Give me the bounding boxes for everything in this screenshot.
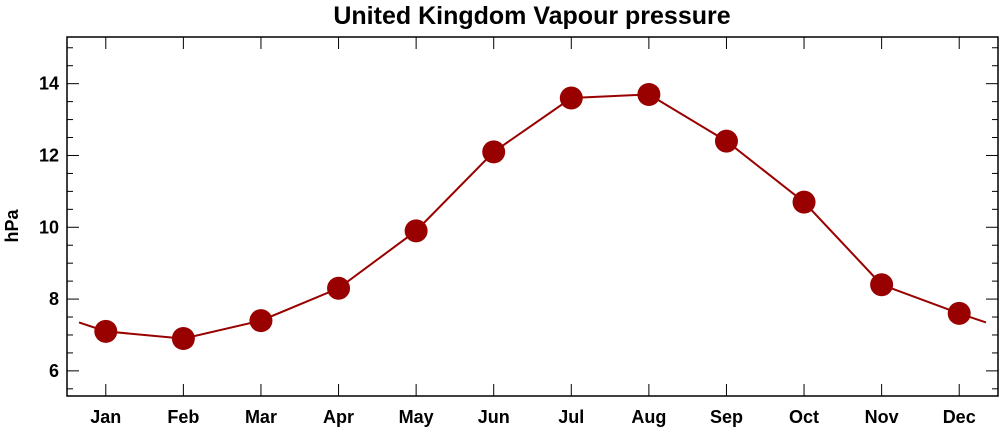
x-tick-label-apr: Apr [323,407,354,427]
x-tick-label-sep: Sep [710,407,743,427]
x-tick-label-nov: Nov [865,407,899,427]
x-tick-label-jan: Jan [90,407,121,427]
x-tick-label-jul: Jul [558,407,584,427]
x-tick-label-mar: Mar [245,407,277,427]
data-point-mar [249,309,273,333]
series-vapour-pressure [78,82,987,351]
x-tick-labels: Jan Feb Mar Apr May Jun Jul Aug Sep Oct Nov Dec [90,407,975,427]
y-tick-label-10: 10 [39,217,59,237]
data-point-dec [947,301,971,325]
y-axis-label: hPa [2,209,22,243]
x-tick-label-feb: Feb [167,407,199,427]
y-tick-label-12: 12 [39,145,59,165]
y-tick-label-14: 14 [39,74,59,94]
x-tick-label-jun: Jun [478,407,510,427]
data-point-jul [559,86,583,110]
data-point-jun [482,140,506,164]
data-point-sep [714,129,738,153]
x-tick-label-dec: Dec [943,407,976,427]
plot-area-frame [66,36,999,397]
y-tick-label-8: 8 [49,289,59,309]
data-point-oct [792,190,816,214]
y-tick-labels: 6 8 10 12 14 [39,74,59,381]
data-point-feb [171,327,195,351]
axis-ticks [67,37,998,396]
y-tick-label-6: 6 [49,361,59,381]
data-point-may [404,219,428,243]
data-point-apr [327,276,351,300]
data-point-nov [870,273,894,297]
x-tick-label-oct: Oct [789,407,819,427]
chart-title: United Kingdom Vapour pressure [333,2,730,30]
data-point-aug [637,82,661,106]
data-point-jan [94,319,118,343]
x-tick-label-may: May [399,407,434,427]
x-tick-label-aug: Aug [631,407,666,427]
series-line [78,93,987,340]
